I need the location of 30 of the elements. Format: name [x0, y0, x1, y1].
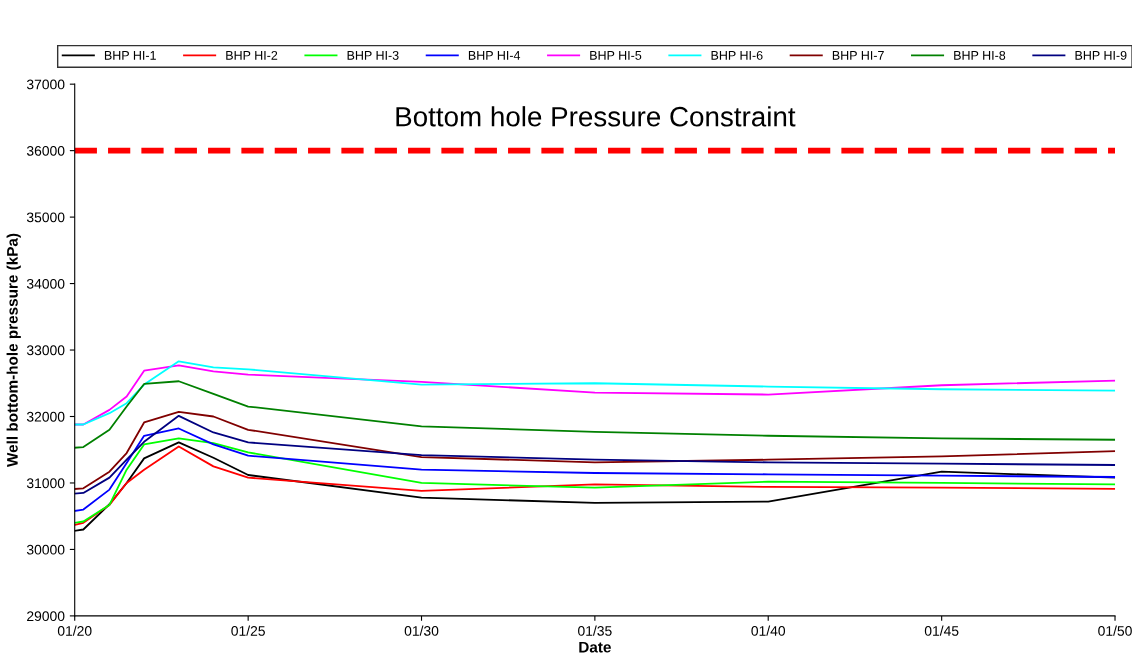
y-tick-label: 31000 — [26, 478, 65, 489]
y-tick-label: 30000 — [26, 544, 65, 555]
line-series — [74, 380, 1116, 449]
x-axis-title: Date — [579, 641, 611, 653]
x-tick-label: 01/30 — [404, 625, 439, 636]
legend-label: BHP HI-1 — [104, 51, 156, 60]
legend-label: BHP HI-9 — [1075, 50, 1127, 60]
x-tick-label: 01/20 — [57, 625, 92, 636]
x-tick-label: 01/35 — [578, 625, 612, 636]
line-series — [74, 427, 1116, 512]
y-tick-label: 29000 — [27, 611, 65, 622]
legend-label: BHP HI-5 — [590, 51, 642, 60]
ref-line-label: Bottom hole Pressure Constraint — [396, 106, 796, 127]
x-tick-label: 01/45 — [924, 625, 959, 636]
x-tick-label: 01/25 — [231, 625, 265, 636]
legend-label: BHP HI-3 — [347, 50, 399, 60]
y-tick-label: 33000 — [26, 345, 65, 356]
y-tick-label: 32000 — [26, 411, 65, 422]
legend-label: BHP HI-4 — [468, 51, 521, 60]
y-tick-label: 35000 — [26, 212, 65, 223]
x-tick-label: 01/40 — [751, 625, 786, 636]
x-tick-label: 01/50 — [1098, 625, 1132, 636]
legend-label: BHP HI-2 — [226, 50, 278, 60]
y-tick-label: 37000 — [26, 79, 65, 90]
y-tick-label: 36000 — [26, 145, 65, 156]
legend-label: BHP HI-6 — [711, 50, 763, 60]
y-axis-title: Well bottom-hole pressure (kPa) — [6, 233, 21, 468]
legend-label: BHP HI-8 — [954, 50, 1006, 60]
y-tick-label: 34000 — [26, 278, 65, 289]
legend-label: BHP HI-7 — [832, 51, 884, 60]
